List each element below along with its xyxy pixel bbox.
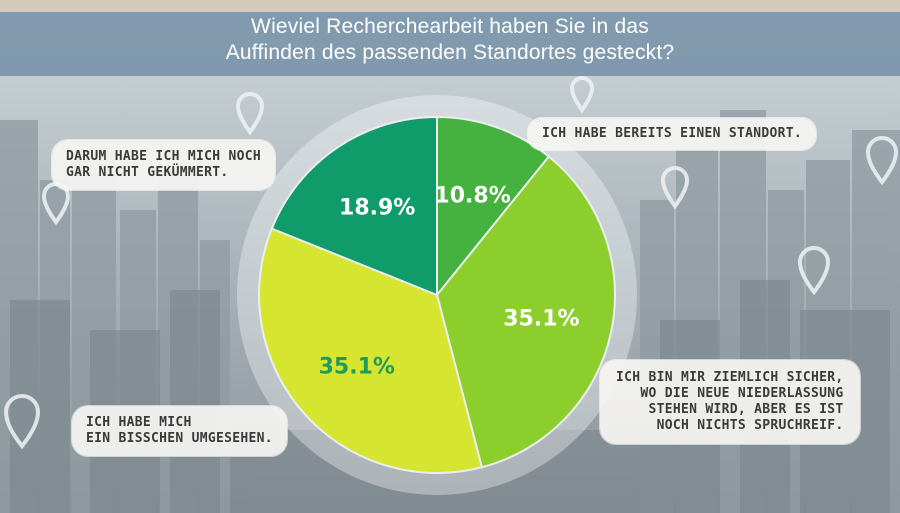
pie-slices [258,115,616,474]
pie-slice-label-1: 10.8% [434,183,510,208]
chart-title: Wieviel Recherchearbeit haben Sie in das… [0,14,900,66]
callout-umgesehen-line-1: Ich habe mich [86,415,192,430]
callout-sicher-line-4: noch nichts spruchreif. [656,418,844,433]
pie-slice-4 [270,115,438,297]
top-strip [0,0,900,12]
pie-slice-label-2: 35.1% [503,307,579,332]
callout-gekuemmert-line-1: Darum habe ich mich noch [66,149,262,164]
pie-slice-1 [436,115,551,298]
callout-standort-line-1: Ich habe bereits einen Standort. [542,126,803,141]
callout-gekuemmert: Darum habe ich mich noch gar nicht geküm… [52,140,276,190]
callout-sicher-line-2: wo die neue Niederlassung [640,386,844,401]
title-band [0,12,900,76]
pie-slice-2 [435,155,616,469]
callout-sicher: Ich bin mir ziemlich sicher, wo die neue… [600,360,860,444]
callout-standort: Ich habe bereits einen Standort. [528,118,817,150]
callout-umgesehen: Ich habe mich ein bisschen umgesehen. [72,406,287,456]
chart-title-line-1: Wieviel Recherchearbeit haben Sie in das [251,15,649,38]
callout-sicher-line-1: Ich bin mir ziemlich sicher, [616,370,844,385]
callout-gekuemmert-line-2: gar nicht gekümmert. [66,165,229,180]
pie-slice-3 [258,227,484,474]
pie-slice-label-4: 18.9% [339,196,415,221]
callout-umgesehen-line-2: ein bisschen umgesehen. [86,431,273,446]
chart-title-line-2: Auffinden des passenden Standortes geste… [225,41,675,64]
pie-slice-labels: 10.8% 35.1% 35.1% 18.9% [319,183,580,379]
callout-sicher-line-3: stehen wird, aber es ist [648,402,844,417]
pie-slice-label-3: 35.1% [319,355,395,380]
